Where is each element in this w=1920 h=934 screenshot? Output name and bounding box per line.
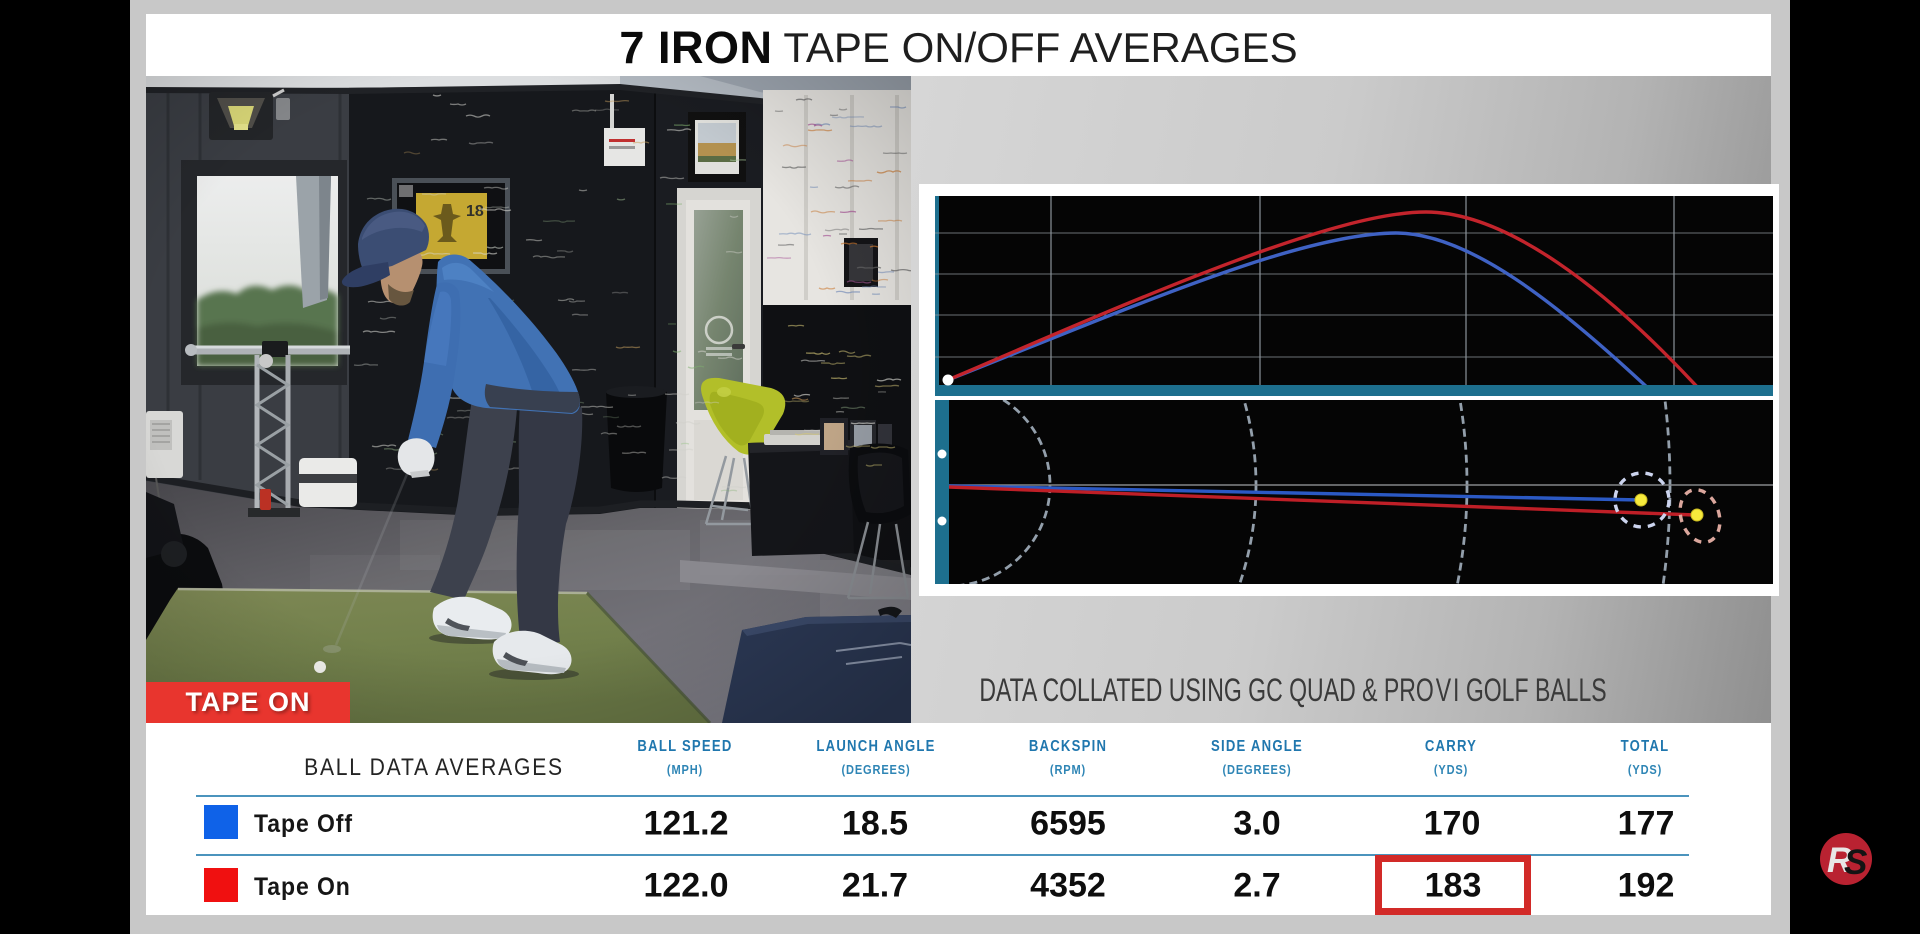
svg-text:S: S bbox=[1844, 843, 1867, 882]
svg-text:R: R bbox=[1827, 841, 1853, 880]
